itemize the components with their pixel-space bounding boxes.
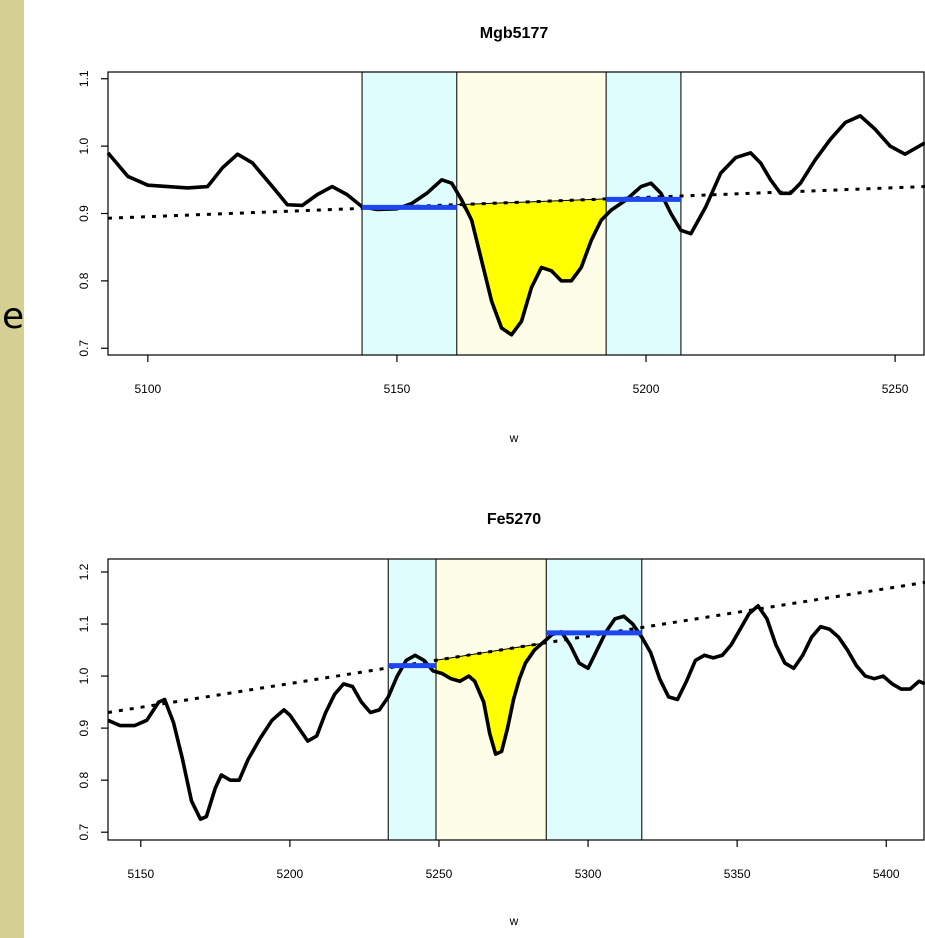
x-tick-label: 5400 <box>873 867 900 881</box>
y-tick-label: 1.2 <box>77 563 91 580</box>
sideband-region <box>546 559 642 840</box>
y-tick-label: 0.7 <box>77 340 91 357</box>
y-tick-label: 0.8 <box>77 272 91 289</box>
cropped-slide-text: e <box>2 296 25 337</box>
x-axis-label: w <box>509 914 519 928</box>
continuum-line <box>107 185 925 220</box>
x-tick-label: 5350 <box>724 867 751 881</box>
x-tick-label: 5100 <box>135 382 162 396</box>
y-tick-label: 1.0 <box>77 667 91 684</box>
x-tick-label: 5250 <box>426 867 453 881</box>
y-tick-label: 1.0 <box>77 137 91 154</box>
y-tick-label: 0.9 <box>77 205 91 222</box>
plot-frame <box>107 558 925 841</box>
spectrum-line <box>106 113 925 337</box>
x-tick-label: 5200 <box>277 867 304 881</box>
spectrum-line <box>107 604 925 821</box>
x-tick-label: 5150 <box>127 867 154 881</box>
sideband-region <box>388 559 436 840</box>
y-tick-label: 0.9 <box>77 719 91 736</box>
x-axis-label: w <box>509 431 519 445</box>
mgb5177-chart: Mgb5177 w 5100 5150 5200 5250 0.7 0.8 0.9 1.0 1.… <box>77 25 925 445</box>
y-tick-label: 0.7 <box>77 824 91 841</box>
x-tick-label: 5150 <box>384 382 411 396</box>
x-tick-label: 5200 <box>633 382 660 396</box>
chart-title: Mgb5177 <box>480 25 549 42</box>
sideband-region <box>606 72 681 355</box>
fe5270-chart: Fe5270 w 5150 5200 5250 5300 5350 5400 0.7 0.8 0… <box>77 511 925 928</box>
sideband-region <box>362 72 457 355</box>
y-tick-label: 0.8 <box>77 771 91 788</box>
chart-title: Fe5270 <box>487 511 541 528</box>
x-tick-label: 5300 <box>575 867 602 881</box>
y-tick-label: 1.1 <box>77 70 91 87</box>
x-tick-label: 5250 <box>882 382 909 396</box>
y-tick-label: 1.1 <box>77 615 91 632</box>
